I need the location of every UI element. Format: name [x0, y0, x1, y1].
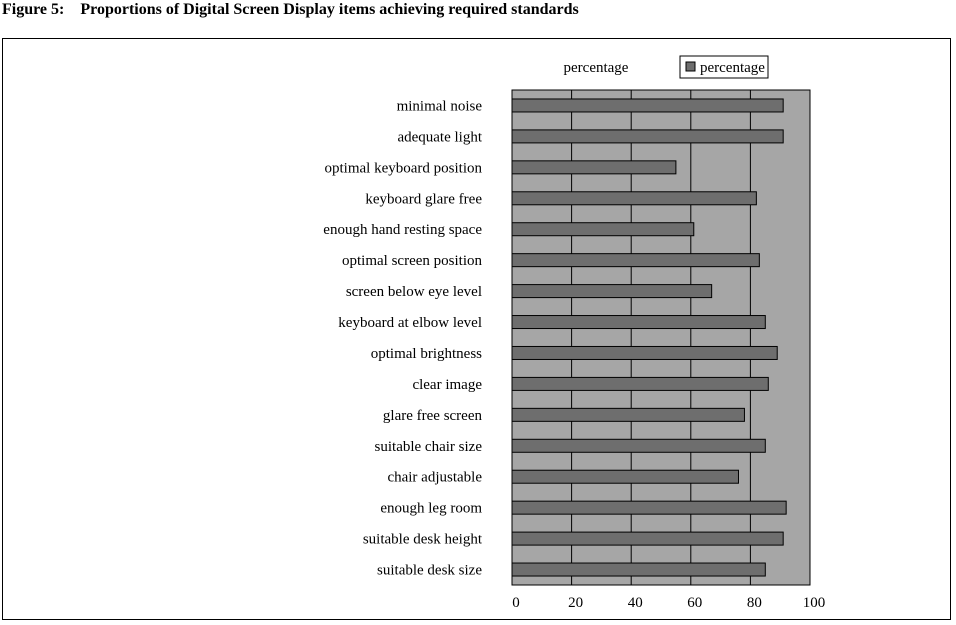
category-label: chair adjustable: [387, 470, 482, 486]
x-tick-label: 20: [568, 595, 583, 611]
category-label: optimal keyboard position: [325, 160, 483, 176]
bar: [511, 284, 713, 299]
bar: [511, 222, 695, 237]
x-tick-label: 80: [747, 595, 762, 611]
x-tick-label: 0: [512, 595, 520, 611]
bar: [511, 562, 766, 577]
bar: [511, 376, 769, 391]
category-label: minimal noise: [397, 98, 483, 114]
bar: [511, 315, 766, 330]
category-label: adequate light: [397, 129, 482, 145]
bar: [511, 531, 784, 546]
legend-label: percentage: [700, 60, 765, 76]
bar: [511, 345, 778, 360]
bar: [511, 129, 784, 144]
chart-frame: [2, 38, 951, 620]
bar: [511, 500, 787, 515]
category-label: clear image: [412, 377, 482, 393]
x-tick-label: 60: [687, 595, 702, 611]
x-tick-label: 100: [803, 595, 826, 611]
category-label: glare free screen: [383, 408, 483, 424]
bar: [511, 469, 739, 484]
bar: [511, 407, 745, 422]
category-label: optimal screen position: [342, 253, 482, 269]
category-label: optimal brightness: [371, 346, 482, 362]
x-tick-label: 40: [628, 595, 643, 611]
category-label: enough leg room: [380, 501, 482, 517]
figure-title: Proportions of Digital Screen Display it…: [80, 1, 579, 18]
bar: [511, 438, 766, 453]
figure-number: Figure 5:: [2, 1, 65, 18]
category-label: screen below eye level: [346, 284, 482, 300]
bar: [511, 160, 677, 175]
category-label: suitable desk size: [377, 563, 482, 579]
bar: [511, 191, 757, 206]
bar: [511, 253, 760, 268]
category-label: keyboard at elbow level: [338, 315, 482, 331]
category-label: suitable desk height: [363, 532, 483, 548]
figure-caption: Figure 5: Proportions of Digital Screen …: [2, 0, 579, 20]
bar: [511, 98, 784, 113]
category-label: suitable chair size: [375, 439, 483, 455]
category-label: enough hand resting space: [323, 222, 482, 238]
chart-title: percentage: [564, 60, 629, 76]
legend-swatch: [685, 61, 696, 72]
category-label: keyboard glare free: [365, 191, 482, 207]
legend-box: [679, 55, 769, 79]
